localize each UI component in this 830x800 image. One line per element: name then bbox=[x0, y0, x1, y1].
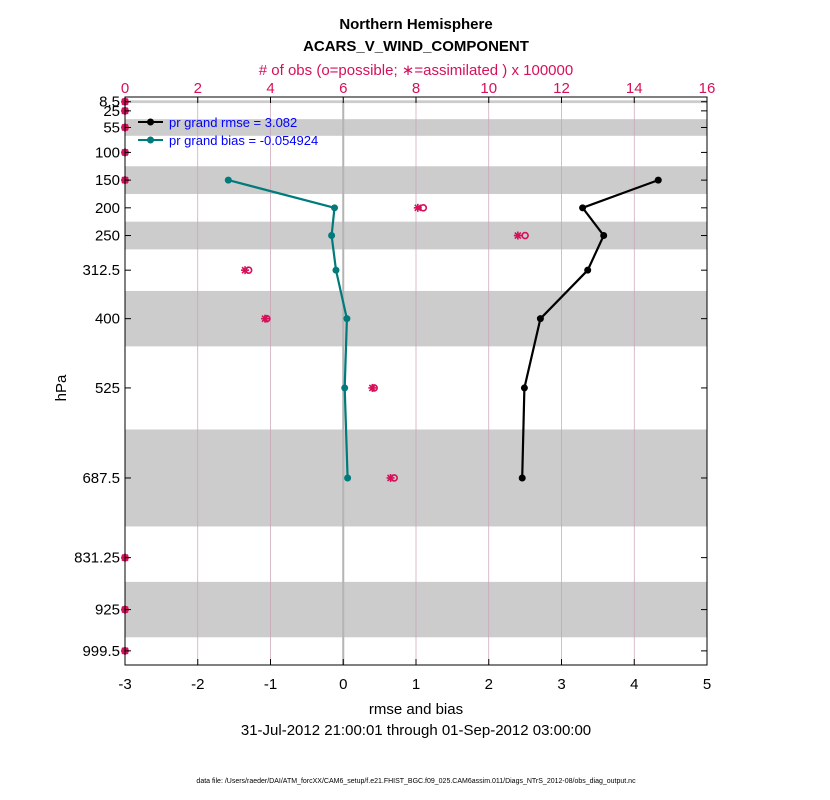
series-point-pr-grand-bias bbox=[341, 384, 349, 392]
legend-label-rmse: pr grand rmse = 3.082 bbox=[169, 115, 297, 130]
x-axis-label: rmse and bias bbox=[369, 701, 463, 718]
chart-subtitle: ACARS_V_WIND_COMPONENT bbox=[303, 38, 529, 55]
top-tick-label: 4 bbox=[266, 80, 274, 97]
y-tick-label: 831.25 bbox=[74, 550, 120, 567]
series-point-pr-grand-rmse bbox=[579, 204, 587, 212]
top-tick-label: 0 bbox=[121, 80, 129, 97]
legend-marker-bias bbox=[147, 136, 154, 144]
asterisk-stroke bbox=[261, 315, 269, 323]
y-tick-label: 525 bbox=[95, 380, 120, 397]
series-group bbox=[224, 176, 662, 482]
x-tick-label: 4 bbox=[630, 676, 638, 693]
asterisk-stroke bbox=[386, 474, 395, 482]
top-tick-label: 14 bbox=[626, 80, 643, 97]
obs-assimilated-marker bbox=[368, 383, 377, 392]
x-tick-label: 0 bbox=[339, 676, 347, 693]
data-file-footer: data file: /Users/raeder/DAI/ATM_forcXX/… bbox=[196, 778, 636, 785]
y-tick-label: 25 bbox=[103, 103, 120, 120]
series-point-pr-grand-bias bbox=[332, 266, 340, 274]
series-point-pr-grand-rmse bbox=[654, 176, 662, 184]
x-tick-label: -3 bbox=[118, 676, 131, 693]
series-point-pr-grand-bias bbox=[224, 176, 232, 184]
asterisk-stroke bbox=[414, 204, 422, 212]
series-point-pr-grand-bias bbox=[343, 315, 351, 323]
date-range: 31-Jul-2012 21:00:01 through 01-Sep-2012… bbox=[241, 722, 591, 739]
y-tick-label: 8.5 bbox=[99, 94, 120, 111]
series-point-pr-grand-rmse bbox=[584, 266, 592, 274]
series-point-pr-grand-rmse bbox=[600, 232, 608, 240]
x-axis: -3 -2 -1 0 1 2 3 4 5 bbox=[118, 659, 711, 693]
top-tick-label: 16 bbox=[699, 80, 716, 97]
y-tick-label: 150 bbox=[95, 172, 120, 189]
y-tick-label: 200 bbox=[95, 200, 120, 217]
y-tick-label: 55 bbox=[103, 119, 120, 136]
top-tick-label: 10 bbox=[480, 80, 497, 97]
asterisk-stroke bbox=[368, 384, 376, 392]
series-point-pr-grand-rmse bbox=[520, 384, 528, 392]
top-axis: 0 2 4 6 8 10 12 14 16 bbox=[121, 80, 716, 103]
asterisk-stroke bbox=[514, 231, 522, 240]
y-axis-label: hPa bbox=[53, 374, 70, 401]
series-point-pr-grand-rmse bbox=[536, 315, 544, 323]
x-tick-label: 5 bbox=[703, 676, 711, 693]
y-tick-label: 400 bbox=[95, 311, 120, 328]
obs-assimilated-marker bbox=[386, 473, 395, 482]
series-point-pr-grand-bias bbox=[328, 232, 336, 240]
obs-possible-marker bbox=[521, 231, 529, 240]
top-tick-label: 8 bbox=[412, 80, 420, 97]
legend-marker-rmse bbox=[147, 118, 154, 126]
y-tick-label: 999.5 bbox=[82, 643, 120, 660]
series-point-pr-grand-bias bbox=[331, 204, 339, 212]
y-tick-label: 925 bbox=[95, 602, 120, 619]
y-tick-label: 687.5 bbox=[82, 470, 120, 487]
top-tick-label: 2 bbox=[194, 80, 202, 97]
y-tick-label: 250 bbox=[95, 228, 120, 245]
top-tick-label: 12 bbox=[553, 80, 570, 97]
series-point-pr-grand-bias bbox=[344, 474, 352, 482]
x-tick-label: 2 bbox=[485, 676, 493, 693]
obs-assimilated-marker bbox=[261, 314, 270, 323]
y-tick-label: 312.5 bbox=[82, 262, 120, 279]
obs-assimilated-marker bbox=[413, 203, 422, 212]
series-point-pr-grand-rmse bbox=[518, 474, 526, 482]
legend: pr grand rmse = 3.082 pr grand bias = -0… bbox=[138, 115, 318, 148]
y-tick-label: 100 bbox=[95, 144, 120, 161]
legend-label-bias: pr grand bias = -0.054924 bbox=[169, 133, 318, 148]
x-tick-label: 1 bbox=[412, 676, 420, 693]
top-axis-label: # of obs (o=possible; ∗=assimilated ) x … bbox=[259, 62, 573, 79]
x-tick-label: -1 bbox=[264, 676, 277, 693]
chart-title: Northern Hemisphere bbox=[339, 16, 492, 33]
x-tick-label: 3 bbox=[557, 676, 565, 693]
obs-assimilated-marker bbox=[241, 266, 250, 275]
top-tick-label: 6 bbox=[339, 80, 347, 97]
obs-assimilated-marker bbox=[513, 231, 522, 240]
asterisk-stroke bbox=[241, 266, 249, 274]
x-tick-label: -2 bbox=[191, 676, 204, 693]
